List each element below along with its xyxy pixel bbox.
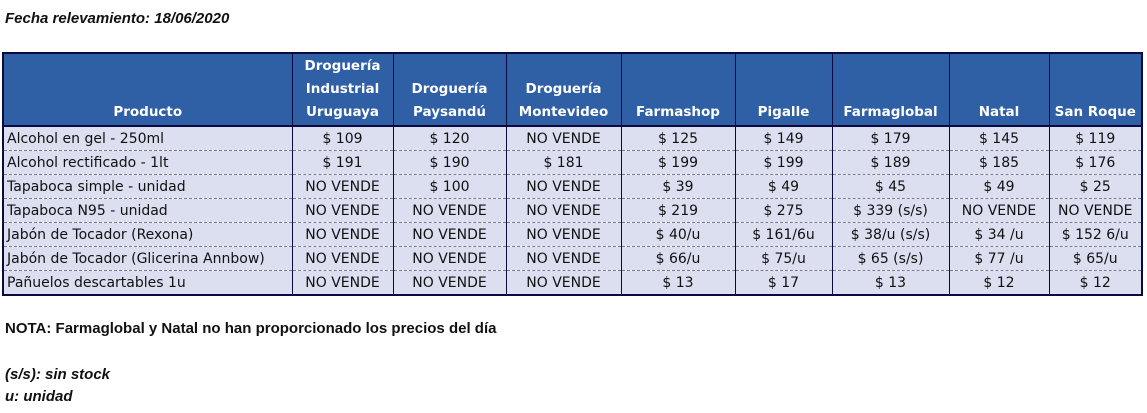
column-header-line: Droguería bbox=[411, 81, 488, 97]
note-text: NOTA: Farmaglobal y Natal no han proporc… bbox=[5, 320, 497, 337]
price-cell: $ 38/u (s/s) bbox=[831, 222, 949, 247]
column-header-line: Farmashop bbox=[636, 104, 720, 120]
column-header: Farmashop bbox=[620, 52, 735, 127]
price-cell: $ 145 bbox=[948, 126, 1049, 151]
price-cell: NO VENDE bbox=[291, 222, 393, 247]
price-cell: NO VENDE bbox=[392, 198, 506, 223]
price-cell: $ 161/6u bbox=[734, 222, 832, 247]
legend-sin-stock: (s/s): sin stock bbox=[5, 366, 111, 383]
price-cell: $ 39 bbox=[620, 174, 735, 199]
price-cell: NO VENDE bbox=[392, 270, 506, 296]
column-header-line: Natal bbox=[978, 104, 1020, 120]
price-cell: $ 12 bbox=[948, 270, 1049, 296]
price-cell: NO VENDE bbox=[948, 198, 1049, 223]
price-cell: $ 77 /u bbox=[948, 246, 1049, 271]
column-header-line: Producto bbox=[113, 104, 183, 120]
column-header: Droguería Industrial Uruguaya bbox=[291, 52, 393, 127]
price-cell: NO VENDE bbox=[291, 198, 393, 223]
price-cell: $ 149 bbox=[734, 126, 832, 151]
price-cell: $ 49 bbox=[734, 174, 832, 199]
price-cell: $ 40/u bbox=[620, 222, 735, 247]
table-row: Tapaboca N95 - unidad NO VENDE NO VENDE … bbox=[2, 198, 1143, 223]
price-cell: $ 120 bbox=[392, 126, 506, 151]
price-cell: $ 125 bbox=[620, 126, 735, 151]
price-cell: $ 152 6/u bbox=[1048, 222, 1143, 247]
price-cell: $ 109 bbox=[291, 126, 393, 151]
price-cell: $ 199 bbox=[620, 150, 735, 175]
price-cell: $ 12 bbox=[1048, 270, 1143, 296]
price-cell: NO VENDE bbox=[505, 222, 621, 247]
product-cell: Jabón de Tocador (Rexona) bbox=[2, 222, 292, 247]
legend-unidad: u: unidad bbox=[5, 388, 73, 405]
product-cell: Pañuelos descartables 1u bbox=[2, 270, 292, 296]
price-cell: $ 100 bbox=[392, 174, 506, 199]
price-cell: NO VENDE bbox=[392, 222, 506, 247]
price-cell: $ 219 bbox=[620, 198, 735, 223]
price-cell: $ 13 bbox=[831, 270, 949, 296]
column-header-line: Droguería bbox=[525, 81, 602, 97]
price-cell: $ 25 bbox=[1048, 174, 1143, 199]
price-cell: $ 179 bbox=[831, 126, 949, 151]
price-cell: $ 199 bbox=[734, 150, 832, 175]
price-cell: $ 119 bbox=[1048, 126, 1143, 151]
price-cell: NO VENDE bbox=[505, 270, 621, 296]
price-cell: $ 189 bbox=[831, 150, 949, 175]
product-cell: Tapaboca simple - unidad bbox=[2, 174, 292, 199]
product-cell: Tapaboca N95 - unidad bbox=[2, 198, 292, 223]
price-cell: $ 17 bbox=[734, 270, 832, 296]
price-cell: $ 190 bbox=[392, 150, 506, 175]
price-cell: NO VENDE bbox=[291, 174, 393, 199]
price-cell: $ 275 bbox=[734, 198, 832, 223]
price-cell: $ 34 /u bbox=[948, 222, 1049, 247]
table-row: Tapaboca simple - unidad NO VENDE $ 100 … bbox=[2, 174, 1143, 199]
price-cell: $ 66/u bbox=[620, 246, 735, 271]
product-cell: Jabón de Tocador (Glicerina Annbow) bbox=[2, 246, 292, 271]
column-header: Farmaglobal bbox=[831, 52, 949, 127]
price-cell: $ 13 bbox=[620, 270, 735, 296]
price-cell: $ 75/u bbox=[734, 246, 832, 271]
table-row: Jabón de Tocador (Glicerina Annbow) NO V… bbox=[2, 246, 1143, 271]
table-header-row: Producto Droguería Industrial Uruguaya Dro… bbox=[2, 52, 1143, 127]
product-cell: Alcohol en gel - 250ml bbox=[2, 126, 292, 151]
column-header: Producto bbox=[2, 52, 292, 127]
price-cell: $ 45 bbox=[831, 174, 949, 199]
price-cell: $ 65/u bbox=[1048, 246, 1143, 271]
table-row: Alcohol en gel - 250ml $ 109 $ 120 NO VE… bbox=[2, 126, 1143, 151]
column-header-line: Uruguaya bbox=[305, 104, 380, 120]
column-header: San Roque bbox=[1048, 52, 1143, 127]
price-cell: NO VENDE bbox=[505, 246, 621, 271]
price-cell: $ 49 bbox=[948, 174, 1049, 199]
column-header: Droguería Montevideo bbox=[505, 52, 621, 127]
price-cell: NO VENDE bbox=[505, 174, 621, 199]
price-table: Producto Droguería Industrial Uruguaya Dro… bbox=[2, 52, 1143, 296]
price-cell: NO VENDE bbox=[291, 246, 393, 271]
survey-date: Fecha relevamiento: 18/06/2020 bbox=[5, 10, 230, 27]
table-row: Jabón de Tocador (Rexona) NO VENDE NO VE… bbox=[2, 222, 1143, 247]
column-header: Natal bbox=[948, 52, 1049, 127]
price-cell: NO VENDE bbox=[505, 198, 621, 223]
table-row: Alcohol rectificado - 1lt $ 191 $ 190 $ … bbox=[2, 150, 1143, 175]
price-cell: NO VENDE bbox=[1048, 198, 1143, 223]
column-header-line: Paysandú bbox=[412, 104, 487, 120]
column-header-line: San Roque bbox=[1054, 104, 1136, 120]
column-header-line: Montevideo bbox=[518, 104, 609, 120]
price-cell: $ 339 (s/s) bbox=[831, 198, 949, 223]
price-cell: NO VENDE bbox=[291, 270, 393, 296]
price-cell: $ 191 bbox=[291, 150, 393, 175]
column-header: Pigalle bbox=[734, 52, 832, 127]
price-cell: $ 176 bbox=[1048, 150, 1143, 175]
column-header: Droguería Paysandú bbox=[392, 52, 506, 127]
price-cell: $ 185 bbox=[948, 150, 1049, 175]
column-header-line: Industrial bbox=[305, 81, 380, 97]
price-cell: NO VENDE bbox=[392, 246, 506, 271]
price-cell: $ 65 (s/s) bbox=[831, 246, 949, 271]
column-header-line: Droguería bbox=[304, 58, 381, 74]
table-row: Pañuelos descartables 1u NO VENDE NO VEN… bbox=[2, 270, 1143, 296]
column-header-line: Farmaglobal bbox=[843, 104, 938, 120]
product-cell: Alcohol rectificado - 1lt bbox=[2, 150, 292, 175]
price-cell: $ 181 bbox=[505, 150, 621, 175]
column-header-line: Pigalle bbox=[757, 104, 810, 120]
price-cell: NO VENDE bbox=[505, 126, 621, 151]
